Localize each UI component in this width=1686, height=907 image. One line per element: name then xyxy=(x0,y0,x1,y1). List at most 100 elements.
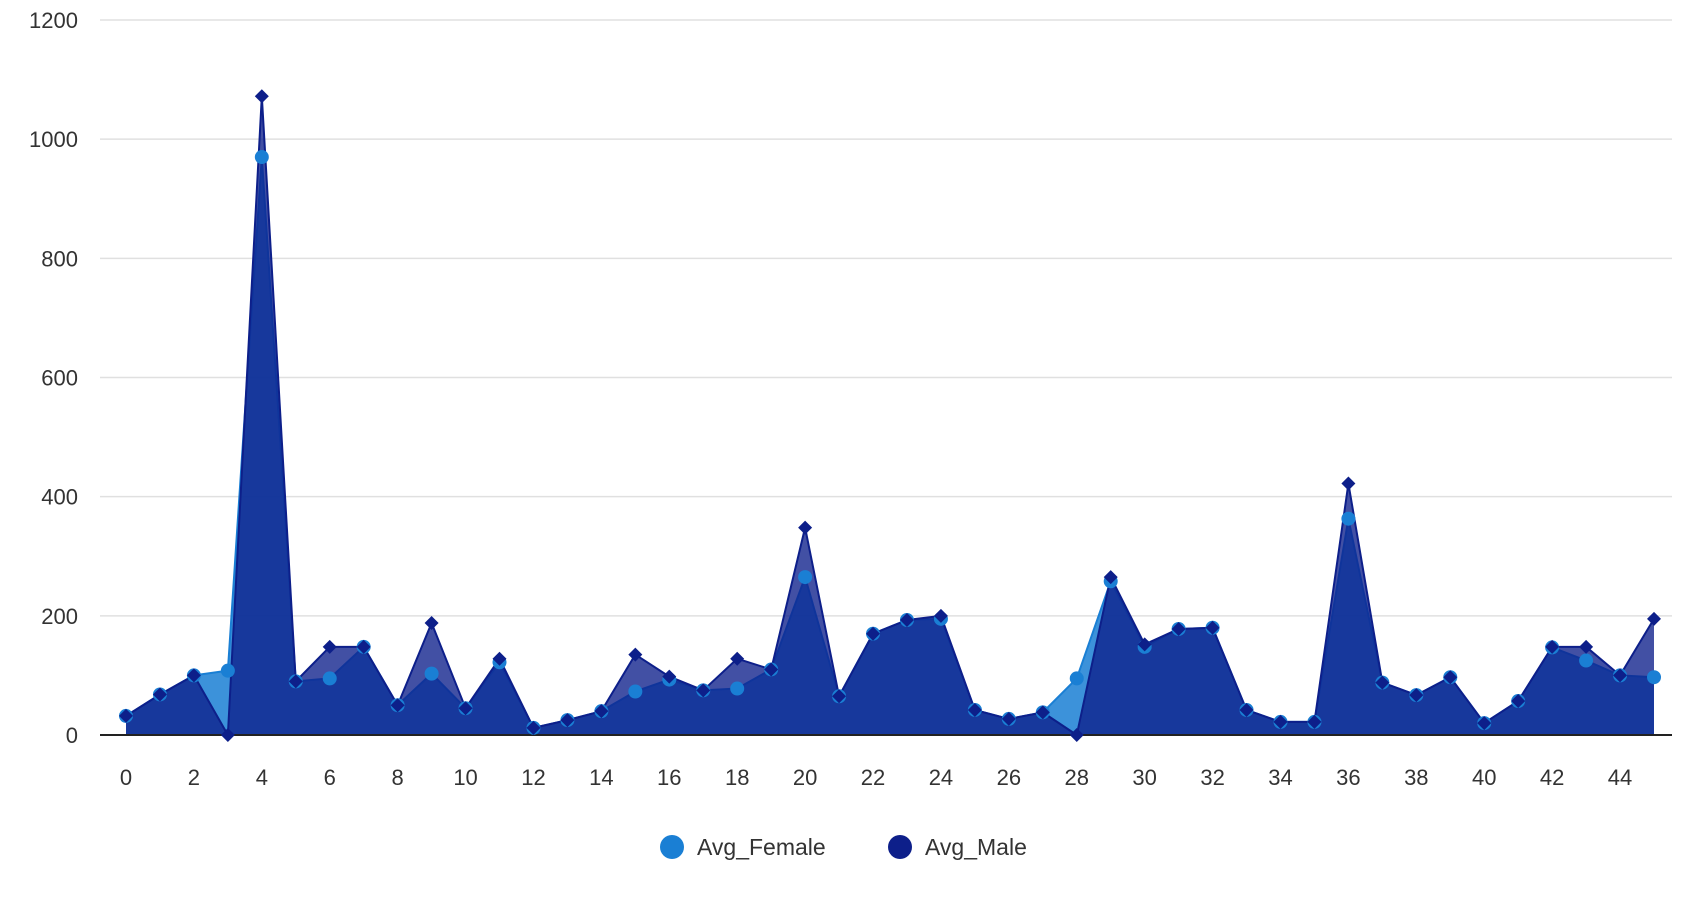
point-avg-male xyxy=(832,689,847,704)
x-tick-label: 40 xyxy=(1472,765,1496,790)
point-avg-male xyxy=(967,702,982,717)
point-avg-male xyxy=(899,613,914,628)
point-avg-male xyxy=(730,651,745,666)
point-avg-male xyxy=(1647,611,1661,626)
x-tick-label: 24 xyxy=(929,765,953,790)
point-avg-female xyxy=(1069,671,1084,686)
point-avg-female xyxy=(798,570,813,585)
point-avg-male xyxy=(560,713,575,728)
point-avg-male xyxy=(764,662,779,677)
x-tick-label: 42 xyxy=(1540,765,1564,790)
point-avg-female xyxy=(254,150,269,165)
point-avg-male xyxy=(1239,702,1254,717)
x-tick-label: 34 xyxy=(1268,765,1292,790)
point-avg-female xyxy=(1647,670,1661,685)
point-avg-male xyxy=(1205,620,1220,635)
point-avg-male xyxy=(1477,716,1492,731)
point-avg-male xyxy=(594,704,609,719)
x-tick-label: 2 xyxy=(188,765,200,790)
series-markers xyxy=(119,89,1661,742)
x-tick-label: 36 xyxy=(1336,765,1360,790)
x-tick-label: 10 xyxy=(453,765,477,790)
point-avg-male xyxy=(1443,670,1458,685)
y-tick-label: 200 xyxy=(41,604,78,629)
point-avg-female xyxy=(322,671,337,686)
point-avg-male xyxy=(1035,705,1050,720)
x-tick-label: 26 xyxy=(997,765,1021,790)
point-avg-male xyxy=(933,608,948,623)
y-axis-ticks: 0 200 400 600 800 1000 1200 xyxy=(29,8,78,748)
point-avg-male xyxy=(492,651,507,666)
point-avg-male xyxy=(662,669,677,684)
legend-label: Avg_Male xyxy=(925,834,1027,860)
area-avg-male xyxy=(126,96,1654,736)
y-tick-label: 1000 xyxy=(29,127,78,152)
x-tick-label: 18 xyxy=(725,765,749,790)
point-avg-female xyxy=(424,666,439,681)
point-avg-male xyxy=(1273,714,1288,729)
point-avg-male xyxy=(866,626,881,641)
point-avg-male xyxy=(186,668,201,683)
legend[interactable]: Avg_Female Avg_Male xyxy=(660,834,1027,860)
point-avg-male xyxy=(1375,675,1390,690)
y-tick-label: 400 xyxy=(41,485,78,510)
x-tick-label: 8 xyxy=(392,765,404,790)
point-avg-male xyxy=(288,674,303,689)
point-avg-male xyxy=(526,720,541,735)
point-avg-male xyxy=(1137,637,1152,652)
point-avg-male xyxy=(390,698,405,713)
point-avg-male xyxy=(1307,714,1322,729)
x-axis-ticks: 0 2 4 6 8 10 12 14 16 18 20 22 24 26 28 30 32 34 36 38 40 42 4… xyxy=(120,765,1632,790)
x-tick-label: 30 xyxy=(1132,765,1156,790)
point-avg-female xyxy=(220,663,235,678)
y-tick-label: 0 xyxy=(66,723,78,748)
point-avg-male xyxy=(798,520,813,535)
point-avg-male xyxy=(458,701,473,716)
x-tick-label: 20 xyxy=(793,765,817,790)
point-avg-male xyxy=(696,683,711,698)
legend-item-avg-female[interactable]: Avg_Female xyxy=(660,834,826,860)
x-tick-label: 44 xyxy=(1608,765,1632,790)
point-avg-male xyxy=(254,89,269,104)
legend-swatch xyxy=(660,835,684,859)
legend-item-avg-male[interactable]: Avg_Male xyxy=(888,834,1027,860)
x-tick-label: 0 xyxy=(120,765,132,790)
x-tick-label: 14 xyxy=(589,765,613,790)
point-avg-male xyxy=(322,639,337,654)
y-tick-label: 600 xyxy=(41,366,78,391)
point-avg-female xyxy=(1341,511,1356,526)
point-avg-male xyxy=(1511,694,1526,709)
y-tick-label: 1200 xyxy=(29,8,78,33)
point-avg-male xyxy=(220,728,235,742)
y-tick-label: 800 xyxy=(41,246,78,271)
x-tick-label: 28 xyxy=(1065,765,1089,790)
point-avg-female xyxy=(1579,653,1594,668)
point-avg-male xyxy=(1579,639,1594,654)
point-avg-male xyxy=(1613,668,1628,683)
point-avg-female xyxy=(628,684,643,699)
x-tick-label: 6 xyxy=(324,765,336,790)
point-avg-male xyxy=(152,687,167,702)
line-avg-male xyxy=(125,95,1655,736)
point-avg-male xyxy=(1171,621,1186,636)
point-avg-male xyxy=(1069,728,1084,742)
point-avg-female xyxy=(730,681,745,696)
x-tick-label: 12 xyxy=(521,765,545,790)
series-areas xyxy=(125,95,1655,736)
point-avg-male xyxy=(356,639,371,654)
point-avg-male xyxy=(1545,639,1560,654)
point-avg-male xyxy=(628,647,643,662)
point-avg-male xyxy=(119,708,133,723)
x-tick-label: 32 xyxy=(1200,765,1224,790)
point-avg-male xyxy=(1103,570,1118,585)
x-tick-label: 22 xyxy=(861,765,885,790)
point-avg-male xyxy=(1001,711,1016,726)
gridlines xyxy=(100,19,1672,617)
point-avg-male xyxy=(424,615,439,630)
x-tick-label: 4 xyxy=(256,765,268,790)
point-avg-male xyxy=(1409,688,1424,703)
legend-swatch xyxy=(888,835,912,859)
x-tick-label: 16 xyxy=(657,765,681,790)
